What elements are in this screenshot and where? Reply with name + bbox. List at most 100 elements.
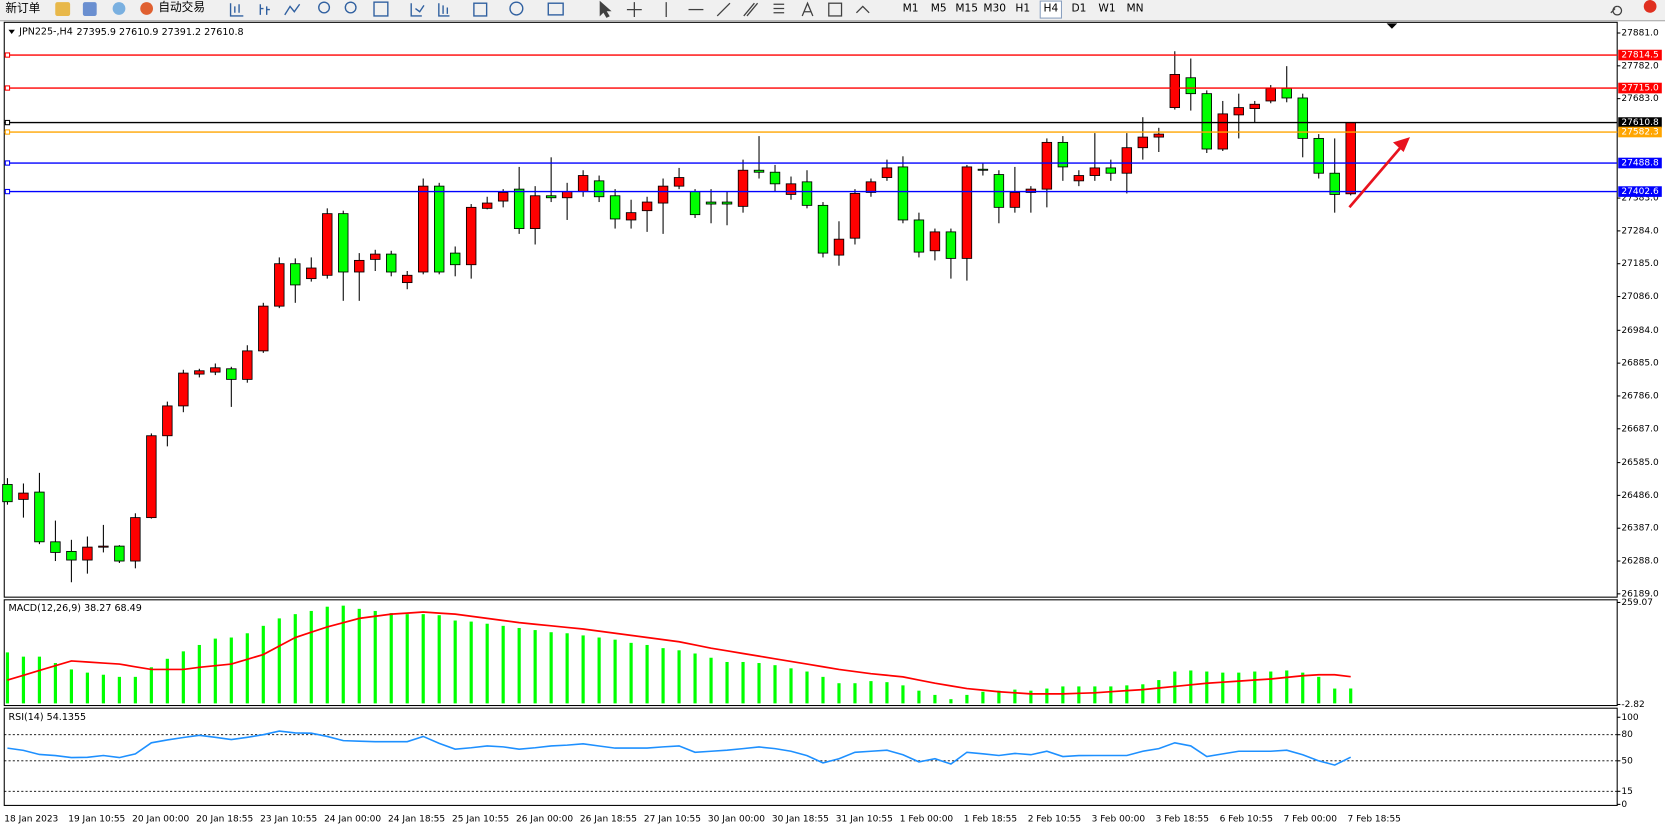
timeframe-button[interactable]: M5	[931, 2, 947, 15]
arrow-shaft	[1348, 146, 1402, 209]
macd-bar	[581, 635, 585, 704]
macd-bar	[901, 685, 905, 704]
candle-body	[1009, 192, 1021, 208]
y-tick-label: 27086.0	[1621, 292, 1659, 302]
macd-bar	[1221, 672, 1225, 704]
y-tick-label: -2.82	[1621, 700, 1644, 710]
icon[interactable]	[743, 2, 759, 17]
timeframe-button[interactable]: W1	[1098, 2, 1115, 15]
candle-body	[274, 263, 285, 307]
macd-bar	[261, 625, 265, 704]
icon[interactable]	[473, 2, 488, 17]
icon[interactable]	[318, 1, 331, 14]
y-tick-label: 27284.0	[1621, 226, 1659, 236]
y-tick-label: 50	[1621, 756, 1633, 766]
icon[interactable]	[599, 0, 612, 18]
x-tick-label: 6 Feb 10:55	[1220, 815, 1273, 825]
icon[interactable]	[373, 1, 389, 17]
candle-body	[1025, 188, 1037, 193]
icon[interactable]	[82, 2, 97, 16]
candle-body	[130, 517, 141, 562]
auto-trading-button[interactable]: 自动交易	[158, 0, 205, 14]
new-order-button[interactable]: 新订单	[5, 1, 40, 15]
candle-body	[529, 195, 541, 229]
macd-bar	[1061, 686, 1065, 704]
icon[interactable]	[509, 1, 524, 16]
candle-body	[785, 183, 797, 195]
candle-body	[689, 191, 701, 216]
y-tick-label: 26687.0	[1621, 424, 1659, 434]
icon[interactable]	[55, 2, 71, 16]
candle-body	[1121, 147, 1133, 174]
icon[interactable]	[284, 3, 301, 16]
icon[interactable]	[828, 2, 843, 17]
timeframe-button[interactable]: M30	[983, 2, 1006, 15]
macd-bar	[1285, 670, 1289, 704]
x-tick-label: 1 Feb 00:00	[900, 815, 954, 825]
rsi-header: RSI(14) 54.1355	[9, 712, 87, 723]
x-tick-label: 26 Jan 00:00	[516, 815, 573, 825]
toolbar-bg	[0, 0, 1665, 21]
price-label-box	[1618, 49, 1662, 61]
macd-bar	[1077, 686, 1081, 704]
macd-bar	[21, 656, 26, 704]
line-anchor	[4, 188, 11, 195]
icon[interactable]	[773, 3, 785, 14]
symbol-title: JPN225-,H4	[18, 26, 73, 37]
icon[interactable]	[801, 1, 814, 17]
icon[interactable]	[344, 1, 357, 14]
candle-body	[178, 372, 189, 407]
macd-bar	[1013, 689, 1017, 704]
x-tick-label: 30 Jan 18:55	[772, 815, 829, 825]
x-tick-label: 25 Jan 10:55	[452, 815, 509, 825]
macd-bar	[1253, 671, 1257, 704]
timeframe-selected[interactable]	[1039, 0, 1063, 19]
candle-body	[1073, 175, 1085, 182]
macd-bar	[1109, 686, 1113, 704]
rsi-panel-frame	[3, 707, 1618, 806]
candle-body	[561, 191, 573, 199]
macd-bar	[517, 627, 521, 704]
x-tick-label: 24 Jan 18:55	[388, 815, 445, 825]
timeframe-button[interactable]: D1	[1071, 2, 1086, 15]
macd-bar	[597, 637, 601, 704]
macd-bar	[197, 644, 201, 704]
icon[interactable]	[626, 2, 642, 18]
search-icon[interactable]	[1610, 5, 1623, 16]
icon[interactable]	[855, 5, 870, 14]
timeframe-button[interactable]: MN	[1126, 2, 1143, 15]
timeframe-button[interactable]: H1	[1015, 2, 1030, 15]
icon[interactable]	[140, 2, 154, 15]
macd-bar	[533, 630, 537, 704]
price-label-box	[1618, 82, 1662, 94]
icon[interactable]	[547, 2, 564, 16]
candle-body	[769, 171, 781, 185]
ohlc-value: 27395.9	[77, 26, 116, 37]
draw-tool-icons	[599, 0, 1623, 18]
timeframe-button[interactable]: M1	[903, 2, 919, 15]
notification-badge[interactable]	[1643, 0, 1657, 13]
macd-bar	[725, 661, 729, 704]
candle-body	[753, 169, 765, 173]
price-label-box	[1618, 157, 1662, 169]
candle-body	[258, 305, 269, 352]
macd-bar	[837, 683, 841, 704]
icon[interactable]	[229, 3, 244, 17]
timeframe-button[interactable]: H4	[1043, 2, 1058, 15]
y-tick-label: 0	[1621, 800, 1627, 810]
candle-body	[1249, 103, 1260, 110]
candle-body	[354, 259, 365, 273]
candle-body	[929, 231, 941, 252]
candle-body	[210, 367, 221, 373]
macd-bar	[165, 658, 169, 704]
icon[interactable]	[438, 3, 450, 17]
candle-body	[1265, 87, 1276, 102]
icon[interactable]	[410, 3, 425, 17]
timeframe-button[interactable]: M15	[955, 2, 978, 15]
candle-body	[226, 368, 237, 380]
icon[interactable]	[112, 2, 126, 15]
icon[interactable]	[716, 2, 731, 17]
candle-body	[593, 180, 605, 198]
icon[interactable]	[259, 4, 270, 15]
